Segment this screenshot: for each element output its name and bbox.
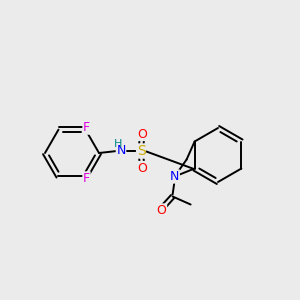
Text: F: F — [83, 172, 90, 185]
Text: H: H — [114, 139, 122, 149]
Text: O: O — [157, 204, 166, 217]
Text: O: O — [137, 161, 147, 175]
Text: N: N — [170, 170, 179, 183]
Text: O: O — [137, 128, 147, 140]
Text: S: S — [136, 144, 146, 158]
Text: N: N — [116, 145, 126, 158]
Text: F: F — [83, 121, 90, 134]
